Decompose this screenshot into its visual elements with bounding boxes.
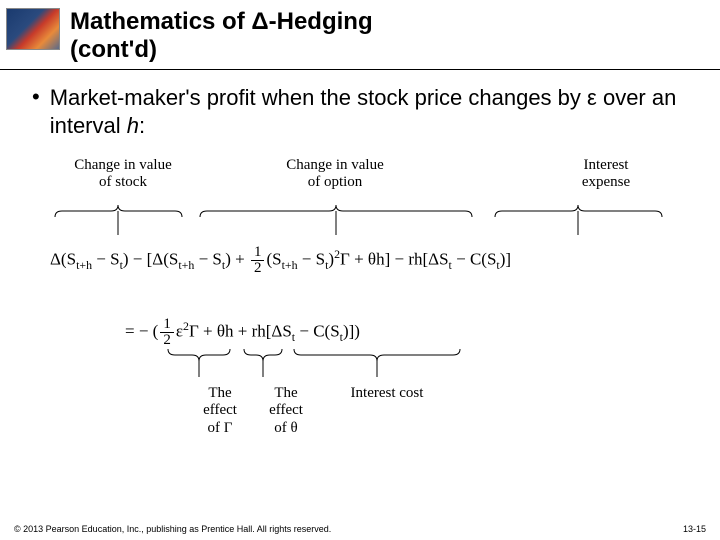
title-line-2: (cont'd) <box>70 36 157 63</box>
bullet-tail: : <box>139 113 145 138</box>
bullet-item: • Market-maker's profit when the stock p… <box>0 84 720 139</box>
bottom-braces <box>0 345 720 385</box>
page-number: 13-15 <box>683 524 706 534</box>
label-theta-effect: Theeffectof θ <box>258 385 314 437</box>
header-rule <box>0 69 720 70</box>
slide-header: Mathematics of Δ-Hedging (cont'd) <box>0 0 720 63</box>
slide-title: Mathematics of Δ-Hedging (cont'd) <box>70 8 373 63</box>
label-option-change: Change in valueof option <box>270 157 400 192</box>
bullet-lead: Market-maker's profit when the stock pri… <box>50 85 587 110</box>
label-interest-cost: Interest cost <box>332 385 442 402</box>
label-stock-change: Change in valueof stock <box>58 157 188 192</box>
label-interest-exp: Interestexpense <box>561 157 651 192</box>
title-line-1: Mathematics of Δ-Hedging <box>70 8 373 35</box>
brand-logo <box>6 8 60 50</box>
equation-line-1: Δ(St+h − St) − [Δ(St+h − St) + 12(St+h −… <box>50 245 670 276</box>
slide-footer: © 2013 Pearson Education, Inc., publishi… <box>14 524 706 534</box>
equation-line-2: = − (12ε2Γ + θh + rh[ΔSt − C(St)]) <box>125 317 605 348</box>
bullet-marker: • <box>32 84 40 139</box>
copyright-text: © 2013 Pearson Education, Inc., publishi… <box>14 524 331 534</box>
bullet-h: h <box>127 113 139 138</box>
label-gamma-effect: Theeffectof Γ <box>190 385 250 437</box>
bullet-text: Market-maker's profit when the stock pri… <box>50 84 692 139</box>
top-braces <box>0 197 720 239</box>
equation-figure: Change in valueof stock Change in valueo… <box>0 157 720 467</box>
bullet-epsilon: ε <box>587 85 597 110</box>
